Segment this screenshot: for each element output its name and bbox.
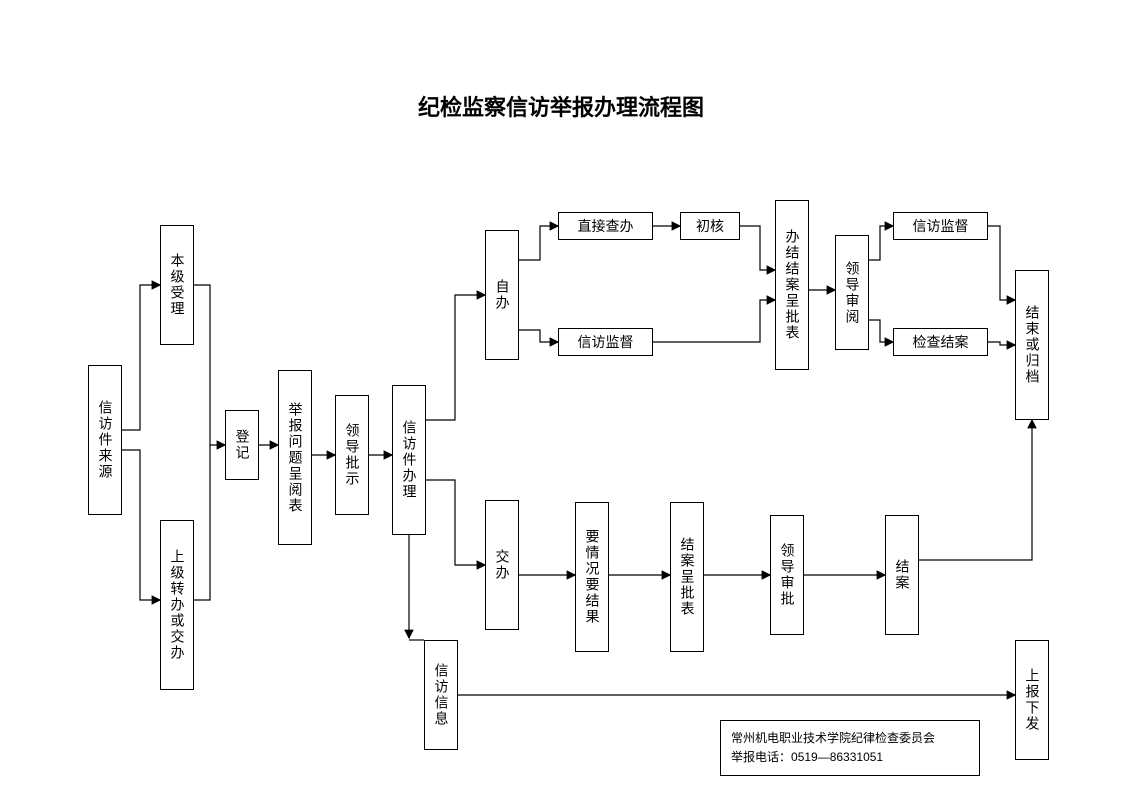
edges (0, 0, 1122, 793)
diagram-canvas: 纪检监察信访举报办理流程图 信访件来源 本级受理 上级转办或交办 登记 举报问题… (0, 0, 1122, 793)
